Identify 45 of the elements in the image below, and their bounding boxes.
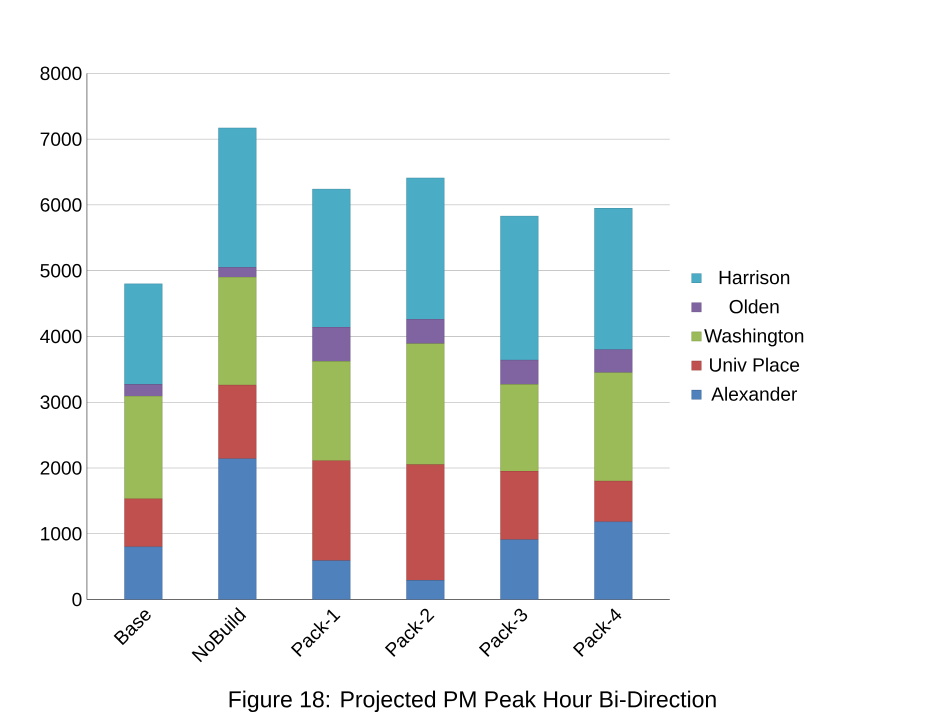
bar bbox=[500, 216, 538, 360]
bar bbox=[124, 498, 162, 548]
bar bbox=[406, 343, 444, 465]
legend-label: Univ Place bbox=[710, 358, 800, 372]
legend-label: Washington bbox=[704, 328, 804, 346]
bar bbox=[500, 384, 538, 472]
bar bbox=[406, 178, 444, 320]
bar bbox=[124, 284, 162, 385]
bar bbox=[124, 546, 162, 600]
bar bbox=[406, 319, 444, 344]
legend-label: Harrison bbox=[720, 270, 790, 284]
y-tick-label: 4000 bbox=[40, 330, 82, 344]
bar bbox=[500, 470, 538, 540]
bar bbox=[500, 360, 538, 385]
legend-label: Olden bbox=[730, 299, 779, 314]
bar bbox=[218, 384, 256, 460]
bar bbox=[406, 580, 444, 600]
bar bbox=[218, 276, 256, 386]
caption: Figure 18: Projected PM Peak Hour Bi-Direction bbox=[230, 690, 716, 712]
y-tick-label: 8000 bbox=[40, 66, 82, 80]
y-tick-label: 1000 bbox=[41, 526, 82, 541]
bar bbox=[594, 522, 632, 600]
bar bbox=[594, 208, 632, 350]
y-tick-label: 7000 bbox=[40, 132, 82, 146]
bar bbox=[312, 188, 350, 328]
bar bbox=[500, 539, 538, 600]
bar bbox=[312, 326, 350, 362]
bar bbox=[594, 480, 632, 522]
y-tick-label: 2000 bbox=[40, 461, 82, 475]
legend-label: Alexander bbox=[711, 386, 798, 401]
bar bbox=[218, 458, 256, 600]
bar bbox=[218, 267, 256, 278]
bar bbox=[312, 361, 350, 462]
bar bbox=[406, 464, 444, 581]
y-tick-label: 0 bbox=[72, 592, 82, 606]
bar bbox=[594, 349, 632, 373]
bar bbox=[312, 560, 350, 600]
y-tick-label: 5000 bbox=[40, 264, 82, 278]
bar bbox=[124, 384, 162, 397]
bar bbox=[218, 128, 256, 268]
bar bbox=[312, 460, 350, 561]
bar bbox=[594, 372, 632, 482]
y-tick-label: 6000 bbox=[40, 198, 82, 212]
bar bbox=[124, 396, 162, 500]
y-tick-label: 3000 bbox=[40, 395, 82, 409]
